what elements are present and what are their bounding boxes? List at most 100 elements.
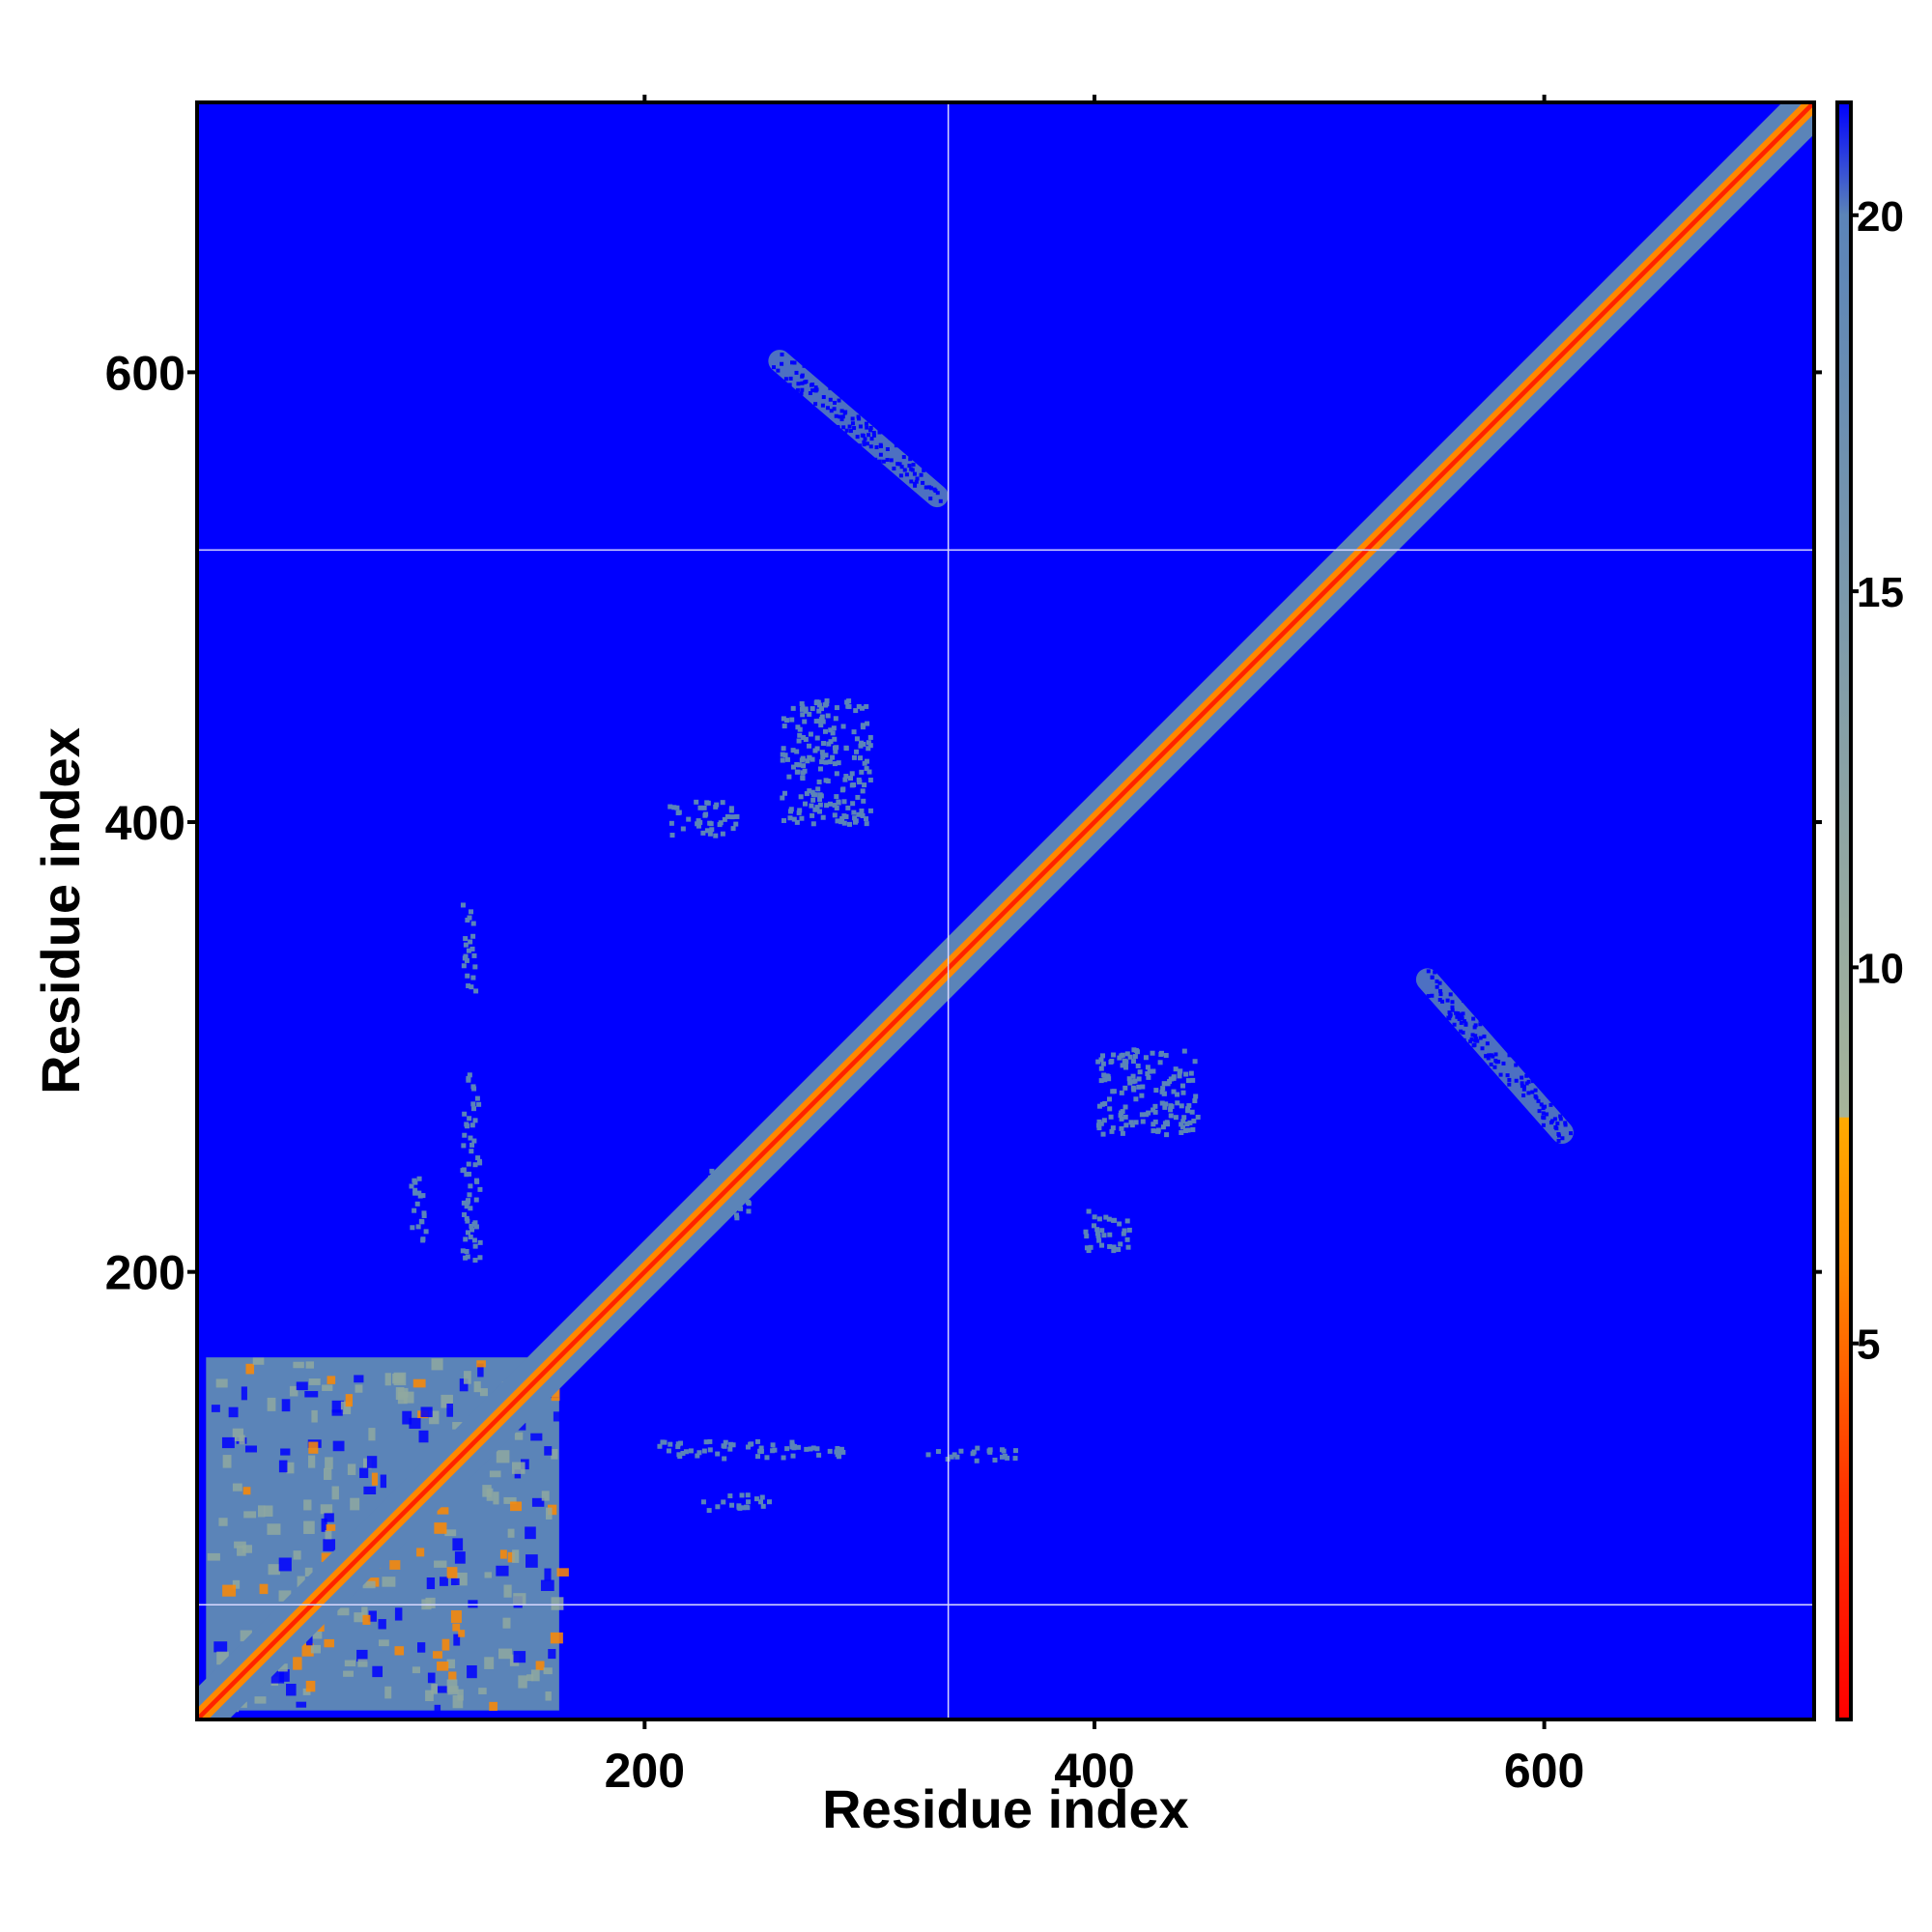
speckle [838, 414, 842, 419]
speckle [842, 777, 848, 782]
speckle [468, 1135, 473, 1141]
block-cell [503, 1584, 512, 1598]
speckle [1188, 1070, 1194, 1076]
speckle [828, 739, 834, 745]
speckle [1164, 1132, 1170, 1138]
speckle [784, 1446, 790, 1452]
block-cell [468, 1600, 478, 1608]
speckle [1558, 1114, 1563, 1119]
speckle [467, 1072, 472, 1078]
speckle [1484, 1054, 1489, 1059]
speckle [798, 794, 804, 800]
speckle [835, 818, 840, 824]
speckle [862, 782, 867, 788]
speckle [878, 452, 883, 457]
speckle [912, 471, 917, 476]
speckle [1471, 1016, 1476, 1021]
speckle [709, 1168, 715, 1174]
speckle [473, 1197, 479, 1203]
speckle [1179, 1124, 1185, 1130]
speckle [677, 1454, 683, 1460]
speckle [909, 479, 914, 484]
speckle [771, 365, 776, 370]
speckle [734, 1215, 740, 1221]
domain-separators [197, 102, 1814, 1719]
speckle [675, 810, 681, 816]
speckle [701, 805, 707, 810]
speckle [819, 759, 825, 765]
colorbar-frame [1835, 100, 1853, 1721]
speckle [858, 755, 864, 761]
speckle [834, 705, 839, 711]
speckle [816, 718, 822, 724]
speckle [827, 1448, 833, 1454]
speckle [467, 1171, 472, 1177]
speckle [1122, 1104, 1128, 1110]
speckle [823, 753, 829, 758]
speckle [700, 1499, 706, 1505]
speckle [871, 431, 876, 436]
speckle [1526, 1091, 1531, 1095]
block-cell [257, 1505, 266, 1518]
block-cell [551, 1388, 560, 1402]
speckle [810, 1445, 816, 1451]
speckle [1437, 997, 1442, 1002]
block-cell [531, 1497, 545, 1507]
contact-patch [1095, 1047, 1201, 1138]
speckle [836, 799, 841, 805]
block-cell [489, 1470, 501, 1478]
block-cell [323, 1539, 336, 1551]
speckle [1480, 1046, 1485, 1051]
speckle [987, 1447, 993, 1453]
speckle [1175, 1100, 1180, 1106]
speckle [462, 955, 468, 961]
contact-patch [409, 1176, 429, 1243]
speckle [1106, 1096, 1112, 1102]
speckle [852, 819, 858, 825]
speckle [1493, 1052, 1498, 1057]
speckle [1478, 1022, 1483, 1027]
speckle [1180, 1090, 1186, 1095]
speckle [913, 481, 918, 486]
speckle [839, 787, 845, 793]
speckle [853, 708, 859, 714]
block-cell [484, 1657, 495, 1669]
block-cell [213, 1641, 228, 1653]
speckle [987, 1449, 993, 1455]
speckle [800, 387, 805, 392]
speckle [799, 700, 805, 706]
block-cell [378, 1619, 386, 1630]
speckle [702, 812, 708, 818]
speckle [860, 812, 866, 818]
speckle [914, 479, 919, 484]
speckle [898, 473, 903, 478]
speckle [666, 1448, 671, 1454]
speckle [470, 933, 476, 939]
x-axis: 200 400 600 [605, 95, 1584, 1798]
speckle [780, 361, 784, 366]
speckle [1119, 1116, 1124, 1122]
speckle [1447, 1016, 1452, 1021]
speckle [821, 395, 826, 400]
speckle [1098, 1057, 1104, 1063]
speckle [416, 1176, 422, 1181]
block-cell [486, 1488, 494, 1501]
speckle [799, 815, 805, 821]
speckle [421, 1213, 427, 1219]
speckle [796, 738, 802, 744]
contact-block-texture [207, 1357, 569, 1713]
block-cell [218, 1518, 228, 1526]
speckle [472, 964, 478, 970]
speckle [824, 697, 830, 703]
block-cell [418, 1430, 429, 1443]
speckle [671, 805, 677, 810]
block-cell [350, 1497, 360, 1511]
speckle [477, 1255, 483, 1261]
block-cell [457, 1689, 464, 1701]
speckle [855, 435, 860, 440]
speckle [808, 391, 812, 396]
block-cell [434, 1704, 441, 1713]
speckle [465, 1218, 470, 1224]
speckle [868, 428, 873, 433]
speckle [834, 771, 839, 777]
